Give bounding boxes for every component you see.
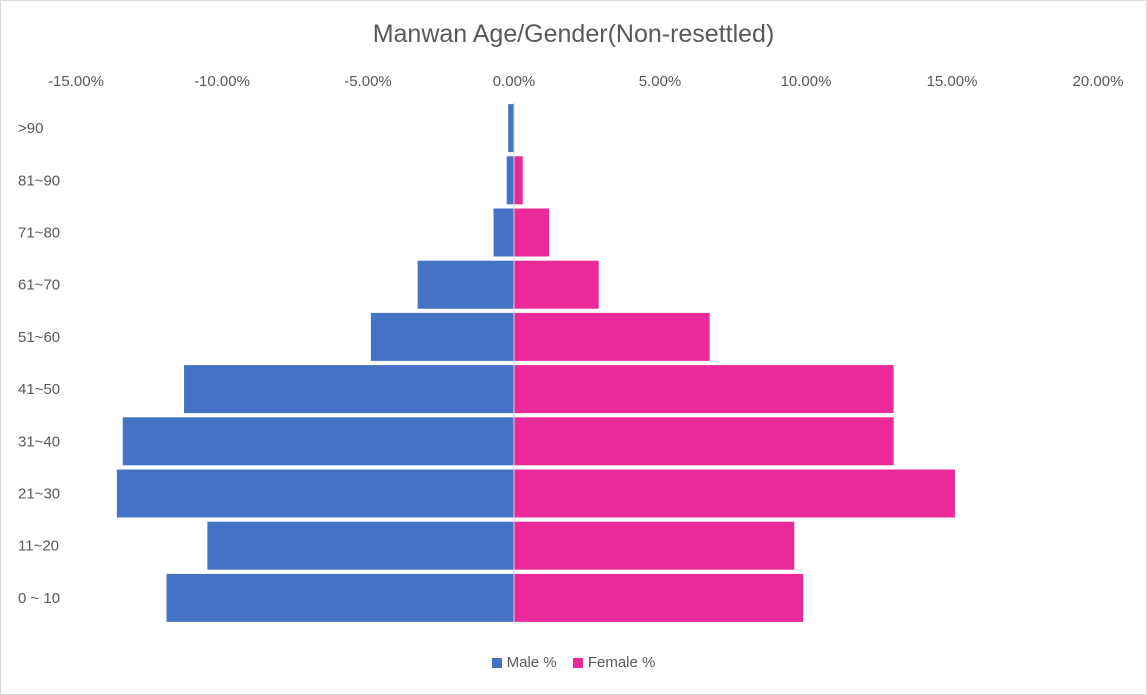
y-tick-label: 31~40 xyxy=(18,433,60,450)
y-tick-label: 81~90 xyxy=(18,172,60,189)
bar-female xyxy=(514,365,894,414)
y-tick-label: 51~60 xyxy=(18,329,60,346)
bar-female xyxy=(514,469,955,518)
x-tick-label: 0.00% xyxy=(493,73,536,90)
x-tick-label: 5.00% xyxy=(639,73,682,90)
bar-female xyxy=(514,417,894,466)
bar-male xyxy=(207,521,514,570)
y-tick-label: 71~80 xyxy=(18,225,60,242)
legend: Male % Female % xyxy=(0,654,1147,672)
bar-male xyxy=(508,104,514,153)
bar-male xyxy=(370,312,514,361)
legend-label-male: Male % xyxy=(506,654,557,671)
bar-male xyxy=(184,365,515,414)
bar-male xyxy=(122,417,514,466)
bar-female xyxy=(514,260,599,309)
chart-title: Manwan Age/Gender(Non-resettled) xyxy=(372,20,775,48)
x-tick-label: -15.00% xyxy=(48,73,104,90)
x-tick-label: -10.00% xyxy=(194,73,250,90)
bar-female xyxy=(514,573,804,622)
bar-male xyxy=(417,260,514,309)
x-tick-label: -5.00% xyxy=(344,73,392,90)
bar-male xyxy=(166,573,514,622)
legend-item-female: Female % xyxy=(572,654,656,671)
legend-item-male: Male % xyxy=(491,654,557,671)
legend-label-female: Female % xyxy=(587,654,656,671)
legend-swatch-female xyxy=(572,657,583,668)
y-tick-label: >90 xyxy=(18,120,43,137)
x-tick-label: 10.00% xyxy=(781,73,832,90)
bar-male xyxy=(493,208,514,257)
x-tick-label: 15.00% xyxy=(927,73,978,90)
y-tick-label: 41~50 xyxy=(18,381,60,398)
bar-female xyxy=(514,156,523,205)
bar-female xyxy=(514,208,550,257)
y-tick-label: 11~20 xyxy=(18,538,59,555)
bar-female xyxy=(514,521,795,570)
bar-male xyxy=(116,469,514,518)
y-tick-label: 0 ~ 10 xyxy=(18,590,60,607)
bar-male xyxy=(506,156,514,205)
legend-swatch-male xyxy=(491,657,502,668)
x-tick-label: 20.00% xyxy=(1073,73,1124,90)
y-tick-label: 61~70 xyxy=(18,277,60,294)
y-tick-label: 21~30 xyxy=(18,486,60,503)
bar-female xyxy=(514,312,710,361)
